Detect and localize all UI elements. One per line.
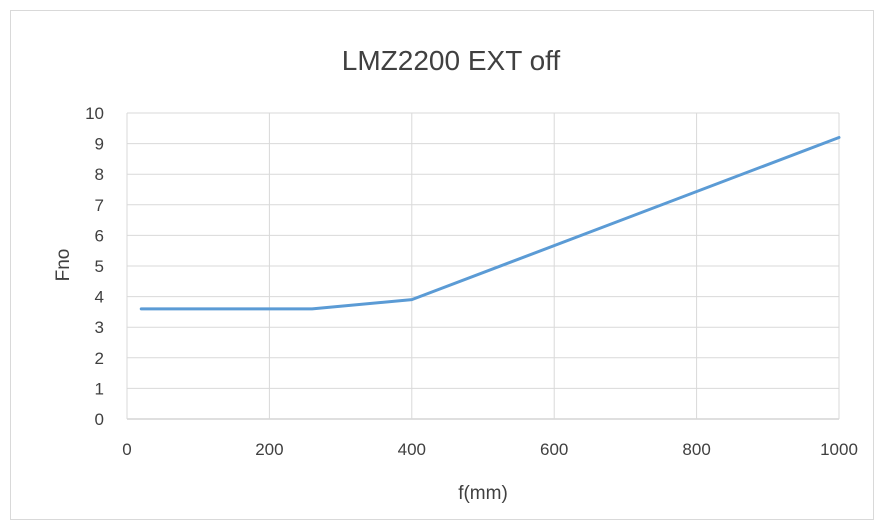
y-tick-label: 10: [85, 104, 104, 123]
chart-title: LMZ2200 EXT off: [342, 45, 561, 76]
y-tick-label: 9: [95, 135, 104, 154]
series-group: [139, 135, 841, 311]
gridlines: [126, 112, 840, 420]
x-tick-label: 200: [255, 440, 283, 459]
y-tick-label: 5: [95, 257, 104, 276]
y-tick-label: 7: [95, 196, 104, 215]
x-tick-label: 1000: [820, 440, 858, 459]
x-axis-ticks: 0 200 400 600 800 1000: [122, 440, 858, 459]
y-axis-label: Fno: [53, 249, 74, 282]
y-tick-label: 4: [95, 288, 104, 307]
x-axis-label: f(mm): [458, 483, 508, 504]
x-tick-label: 400: [398, 440, 426, 459]
y-tick-label: 1: [95, 379, 104, 398]
chart-frame: [10, 10, 874, 520]
series-line: [139, 135, 841, 311]
y-tick-label: 0: [95, 410, 104, 429]
y-axis-ticks: 0 1 2 3 4 5 6 7 8 9 10: [85, 104, 104, 429]
y-tick-label: 6: [95, 226, 104, 245]
y-tick-label: 3: [95, 318, 104, 337]
x-tick-label: 800: [682, 440, 710, 459]
x-tick-label: 0: [122, 440, 131, 459]
y-tick-label: 8: [95, 165, 104, 184]
y-tick-label: 2: [95, 349, 104, 368]
x-tick-label: 600: [540, 440, 568, 459]
